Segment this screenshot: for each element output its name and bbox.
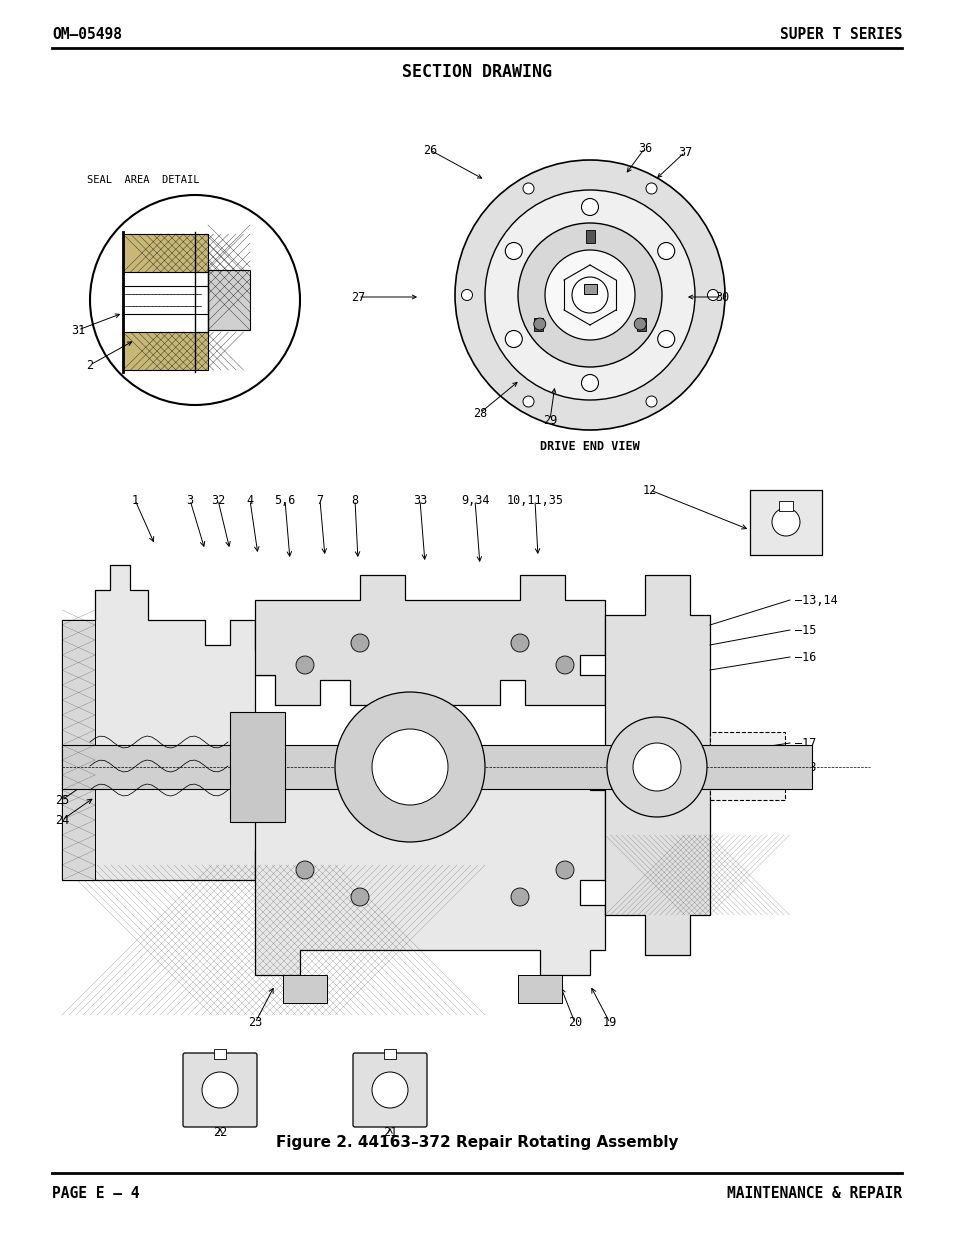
Text: 12: 12: [642, 483, 657, 496]
Bar: [123, 233, 208, 272]
Bar: [583, 284, 596, 294]
Circle shape: [544, 249, 635, 340]
Text: 31: 31: [71, 324, 85, 336]
Bar: [123, 287, 208, 314]
Text: Figure 2. 44163–372 Repair Rotating Assembly: Figure 2. 44163–372 Repair Rotating Asse…: [275, 1135, 678, 1151]
Text: 32: 32: [211, 494, 225, 506]
Polygon shape: [254, 760, 604, 974]
Bar: [208, 270, 250, 330]
Bar: [62, 745, 811, 789]
Circle shape: [645, 183, 657, 194]
Circle shape: [522, 396, 534, 408]
Bar: [213, 1049, 226, 1058]
Bar: [384, 1049, 395, 1058]
Circle shape: [372, 729, 448, 805]
Text: 3: 3: [186, 494, 193, 506]
Circle shape: [771, 508, 800, 536]
Text: 23: 23: [248, 1016, 262, 1030]
Circle shape: [295, 656, 314, 674]
Text: 37: 37: [678, 146, 691, 158]
Text: 22: 22: [213, 1126, 227, 1140]
Circle shape: [581, 199, 598, 215]
Text: 25: 25: [55, 794, 69, 806]
Text: PAGE E — 4: PAGE E — 4: [52, 1186, 139, 1200]
Circle shape: [511, 888, 529, 906]
Circle shape: [534, 317, 545, 330]
Text: 26: 26: [422, 143, 436, 157]
Circle shape: [372, 1072, 408, 1108]
Circle shape: [556, 861, 574, 879]
Text: SEAL  AREA  DETAIL: SEAL AREA DETAIL: [87, 175, 199, 185]
FancyBboxPatch shape: [183, 1053, 256, 1128]
Bar: [230, 713, 285, 823]
Text: 5,6: 5,6: [274, 494, 295, 506]
Text: —16: —16: [794, 651, 816, 663]
Text: 9,34: 9,34: [460, 494, 489, 506]
Bar: [123, 332, 208, 370]
Text: 4: 4: [246, 494, 253, 506]
Text: 36: 36: [638, 142, 652, 154]
Text: OM–05498: OM–05498: [52, 27, 122, 42]
Circle shape: [511, 634, 529, 652]
Text: SUPER T SERIES: SUPER T SERIES: [779, 27, 901, 42]
Text: 30: 30: [714, 290, 728, 304]
Text: —13,14: —13,14: [794, 594, 837, 606]
Circle shape: [634, 317, 645, 330]
Circle shape: [505, 242, 521, 259]
Text: —17: —17: [794, 736, 816, 750]
Circle shape: [633, 743, 680, 790]
Text: 33: 33: [413, 494, 427, 506]
Circle shape: [505, 331, 521, 347]
Text: 1: 1: [132, 494, 138, 506]
Text: 21: 21: [382, 1126, 396, 1140]
Circle shape: [90, 195, 299, 405]
Text: 20: 20: [567, 1016, 581, 1030]
Text: 24: 24: [55, 814, 69, 826]
Circle shape: [202, 1072, 237, 1108]
Bar: [517, 974, 561, 1003]
Text: 28: 28: [473, 406, 487, 420]
Circle shape: [572, 277, 607, 312]
Circle shape: [707, 289, 718, 300]
FancyBboxPatch shape: [585, 230, 594, 242]
Text: 27: 27: [351, 290, 365, 304]
Text: MAINTENANCE & REPAIR: MAINTENANCE & REPAIR: [726, 1186, 901, 1200]
Circle shape: [351, 888, 369, 906]
FancyBboxPatch shape: [353, 1053, 427, 1128]
Text: 2: 2: [87, 358, 93, 372]
Text: 19: 19: [602, 1016, 617, 1030]
Text: DRIVE END VIEW: DRIVE END VIEW: [539, 440, 639, 453]
FancyBboxPatch shape: [636, 317, 645, 331]
Polygon shape: [254, 576, 604, 705]
Polygon shape: [62, 564, 274, 881]
FancyBboxPatch shape: [749, 490, 821, 555]
Circle shape: [657, 242, 674, 259]
Circle shape: [556, 656, 574, 674]
Bar: [779, 501, 792, 511]
Circle shape: [484, 190, 695, 400]
Circle shape: [581, 374, 598, 391]
Text: —18: —18: [794, 761, 816, 773]
Text: 8: 8: [351, 494, 358, 506]
Text: 29: 29: [542, 414, 557, 426]
Polygon shape: [62, 620, 95, 881]
Text: SECTION DRAWING: SECTION DRAWING: [401, 63, 552, 82]
Text: 7: 7: [316, 494, 323, 506]
Bar: [709, 732, 784, 800]
Circle shape: [606, 718, 706, 818]
Circle shape: [461, 289, 472, 300]
Circle shape: [295, 861, 314, 879]
Circle shape: [657, 331, 674, 347]
FancyBboxPatch shape: [534, 317, 543, 331]
Circle shape: [455, 161, 724, 430]
Circle shape: [522, 183, 534, 194]
Circle shape: [645, 396, 657, 408]
Circle shape: [335, 692, 484, 842]
Circle shape: [351, 634, 369, 652]
Circle shape: [517, 224, 661, 367]
Bar: [283, 974, 327, 1003]
Polygon shape: [604, 576, 709, 955]
Text: —15: —15: [794, 624, 816, 636]
Text: 10,11,35: 10,11,35: [506, 494, 563, 506]
